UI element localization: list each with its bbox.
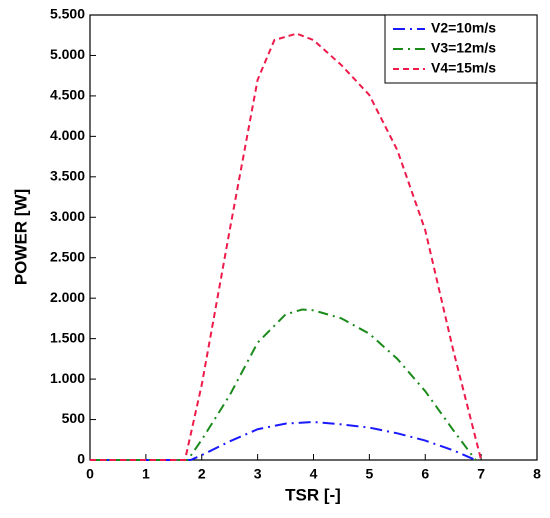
y-axis-label: POWER [W] [11,189,30,285]
legend-label: V4=15m/s [431,60,496,76]
x-axis-label: TSR [-] [285,485,341,504]
x-tick-label: 3 [254,466,262,482]
x-tick-label: 5 [365,466,373,482]
y-tick-label: 1.500 [50,329,85,345]
legend-box [384,14,538,84]
legend-label: V2=10m/s [431,20,496,36]
x-tick-label: 2 [198,466,206,482]
y-tick-label: 4.000 [50,127,85,143]
x-tick-label: 7 [477,466,485,482]
x-tick-label: 0 [86,466,94,482]
y-tick-label: 4.500 [50,87,85,103]
y-tick-label: 3.000 [50,208,85,224]
series-line [90,32,483,461]
x-tick-label: 8 [533,466,541,482]
y-tick-label: 5.000 [50,46,85,62]
y-tick-label: 2.000 [50,289,85,305]
y-tick-label: 5.500 [50,6,85,22]
series-line [90,420,476,461]
y-tick-label: 3.500 [50,168,85,184]
x-tick-label: 6 [421,466,429,482]
x-tick-label: 4 [310,466,318,482]
x-tick-label: 1 [142,466,150,482]
legend-label: V3=12m/s [431,40,496,56]
series-line [90,308,477,461]
y-tick-label: 0 [77,451,85,467]
y-tick-label: 1.000 [50,370,85,386]
y-tick-label: 2.500 [50,248,85,264]
y-tick-label: 500 [62,410,86,426]
